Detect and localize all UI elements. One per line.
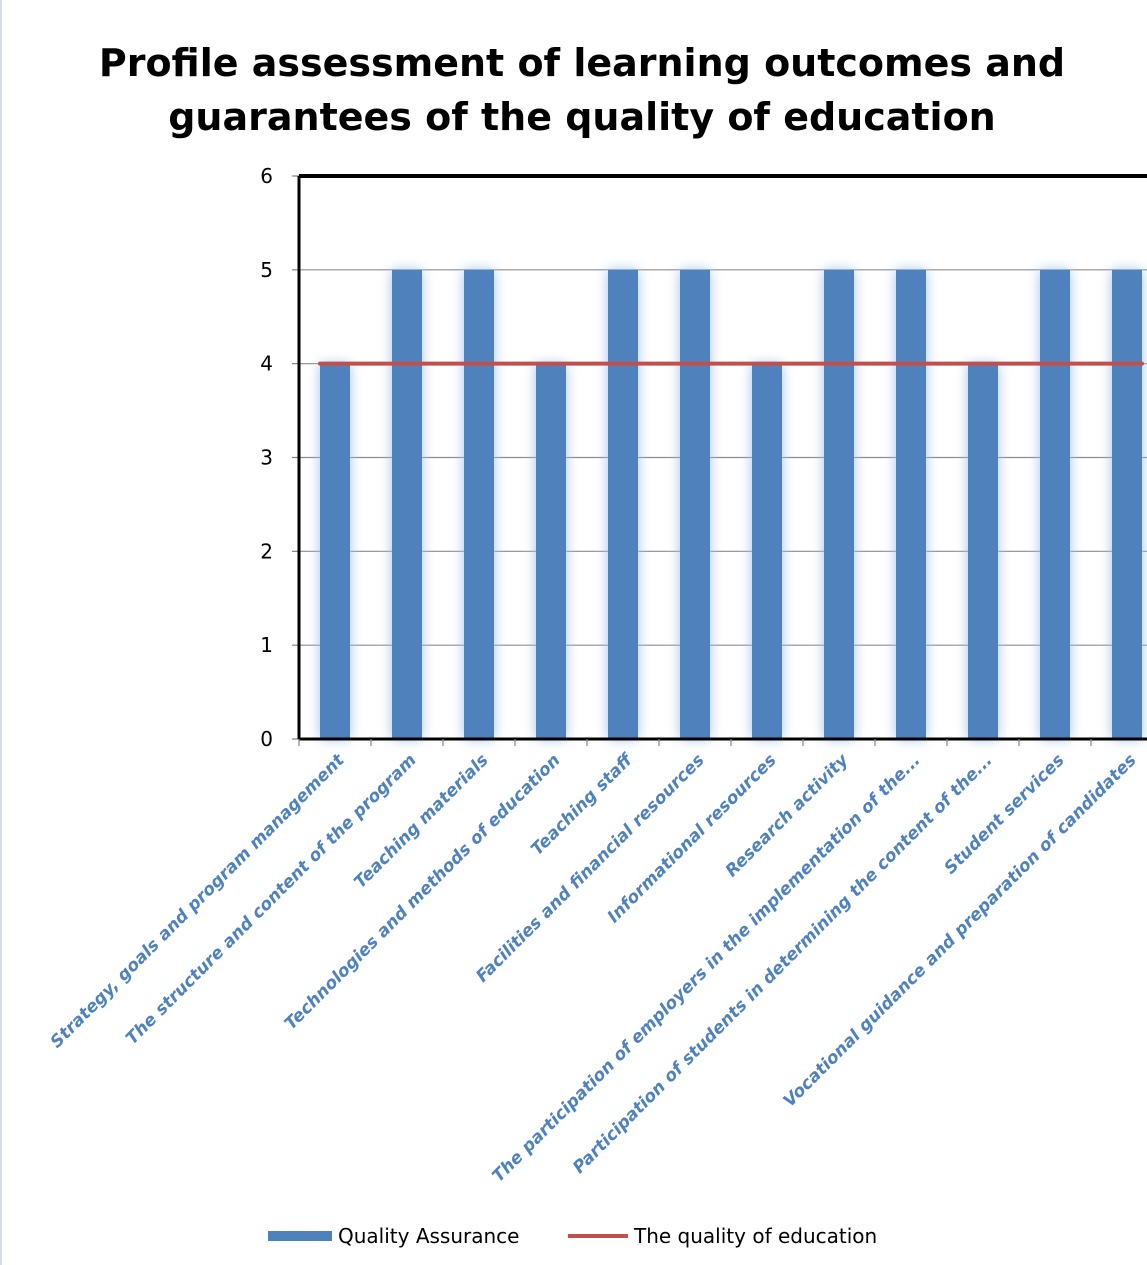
- y-tick-label: 1: [260, 633, 273, 657]
- bar-series: [320, 269, 1142, 739]
- x-category-label: Teaching materials: [350, 750, 492, 892]
- bar: [680, 269, 710, 739]
- bar: [608, 269, 638, 739]
- x-category-label: The structure and content of the program: [122, 750, 420, 1048]
- legend-label-line: The quality of education: [634, 1224, 878, 1248]
- bar: [536, 363, 566, 739]
- y-tick-label: 6: [260, 164, 273, 188]
- y-tick-label: 5: [260, 258, 273, 282]
- legend-item-line: The quality of education: [568, 1222, 877, 1250]
- bar: [752, 363, 782, 739]
- chart-title: Profile assessment of learning outcomes …: [98, 41, 1066, 139]
- gridlines: [299, 174, 1147, 740]
- x-category-label: Vocational guidance and preparation of c…: [780, 750, 1141, 1111]
- axes: [292, 175, 1147, 746]
- x-category-label: Technologies and methods of education: [281, 750, 565, 1034]
- legend-label-bar: Quality Assurance: [338, 1224, 520, 1248]
- bar: [1112, 269, 1142, 739]
- legend-swatch-bar: [268, 1231, 332, 1241]
- y-tick-label: 3: [260, 446, 273, 470]
- legend: Quality Assurance The quality of educati…: [2, 1222, 1147, 1250]
- bar: [1040, 269, 1070, 739]
- bar: [464, 269, 494, 739]
- x-category-label: Student services: [941, 750, 1069, 878]
- x-category-labels: Strategy, goals and program managementTh…: [45, 748, 1142, 1188]
- bar: [824, 269, 854, 739]
- y-tick-labels: 0 1 2 3 4 5 6: [260, 164, 273, 751]
- x-category-label: Research activity: [722, 750, 853, 881]
- bar: [896, 269, 926, 739]
- bar: [968, 363, 998, 739]
- bar: [320, 363, 350, 739]
- y-tick-label: 2: [260, 539, 273, 563]
- y-tick-label: 0: [260, 727, 273, 751]
- bar: [392, 269, 422, 739]
- y-tick-label: 4: [260, 352, 273, 376]
- legend-swatch-line: [568, 1234, 628, 1238]
- legend-item-bar: Quality Assurance: [268, 1222, 519, 1250]
